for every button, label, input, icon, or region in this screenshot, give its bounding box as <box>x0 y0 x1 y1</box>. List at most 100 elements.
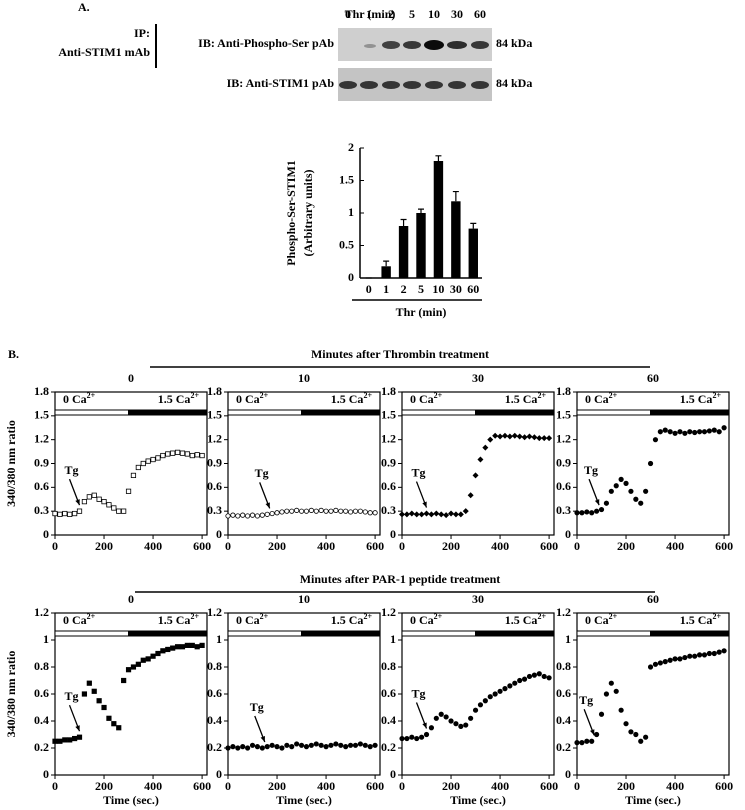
x-tick-label: 0 <box>52 779 58 793</box>
data-point <box>338 508 344 514</box>
phase-text: 0 Ca <box>585 613 609 627</box>
plot-frame <box>227 612 381 776</box>
data-point <box>413 511 420 518</box>
phase-text: 1.5 Ca <box>158 392 191 406</box>
data-point <box>121 508 127 514</box>
data-point <box>453 721 459 727</box>
y-tick-label: 0.6 <box>34 479 49 493</box>
data-point <box>130 664 137 670</box>
data-point <box>352 508 359 514</box>
y-tick-label: 1.5 <box>381 408 396 422</box>
phase-sup: 2+ <box>712 391 721 400</box>
phase-sup: 2+ <box>260 612 269 621</box>
data-point <box>647 664 654 670</box>
panel-title: 10 <box>298 592 310 606</box>
data-point <box>313 508 319 514</box>
y-tick-label: 0.2 <box>556 740 571 754</box>
x-tick-label: 0 <box>574 539 580 553</box>
data-point <box>579 510 585 516</box>
y-tick-label: 1.2 <box>34 605 49 619</box>
data-point <box>462 508 469 515</box>
data-point <box>623 480 629 486</box>
y-tick-label: 1.5 <box>339 172 354 186</box>
y-tick-label: 0.2 <box>34 740 49 754</box>
data-point <box>692 429 698 436</box>
x-tick-label: 10 <box>432 282 444 296</box>
panel-title: 60 <box>647 592 659 606</box>
phase-sup: 2+ <box>363 391 372 400</box>
tg-label: Tg <box>412 686 426 700</box>
data-point <box>667 657 673 663</box>
data-point <box>399 511 405 518</box>
data-point <box>189 642 195 649</box>
data-point <box>179 450 186 456</box>
data-point <box>357 741 363 747</box>
phase-bar <box>54 409 130 416</box>
data-point <box>692 653 698 659</box>
phase-sup: 2+ <box>609 391 618 400</box>
data-point <box>264 744 270 750</box>
tg-arrowhead <box>75 499 80 506</box>
data-point <box>170 450 176 456</box>
size-label: 84 kDa <box>496 76 532 90</box>
data-point <box>598 506 605 513</box>
phase-text: 1.5 Ca <box>158 613 191 627</box>
phase-sup: 2+ <box>434 391 443 400</box>
x-tick-label: 0 <box>574 779 580 793</box>
data-point <box>458 723 464 730</box>
x-tick-label: 1 <box>383 282 389 296</box>
data-point <box>284 508 290 514</box>
phase-sup: 2+ <box>434 612 443 621</box>
y-tick-label: 0.2 <box>207 740 222 754</box>
phase-text: 0 Ca <box>236 392 260 406</box>
phase-bar <box>227 630 303 637</box>
tg-label: Tg <box>579 693 593 707</box>
x-tick-label: 600 <box>366 539 384 553</box>
x-tick-label: 600 <box>366 779 384 793</box>
data-point <box>448 718 454 724</box>
phase-text: 1.5 Ca <box>680 613 713 627</box>
y-axis-label: Phospho-Ser-STIM1 <box>284 160 298 266</box>
data-point <box>652 437 659 443</box>
y-tick-label: 1.2 <box>381 431 396 445</box>
lane-label: 0 <box>345 7 351 21</box>
data-point <box>501 432 508 439</box>
y-tick-label: 0 <box>216 767 222 781</box>
data-point <box>343 744 349 750</box>
data-point <box>404 735 410 742</box>
data-point <box>531 672 537 678</box>
data-point <box>240 512 246 518</box>
phase-label: 1.5 Ca2+ <box>158 391 200 406</box>
panel-title: 30 <box>472 371 484 385</box>
y-tick-label: 1.8 <box>207 384 222 398</box>
data-point <box>269 510 275 517</box>
x-tick-label: 400 <box>144 779 162 793</box>
y-tick-label: 1.5 <box>34 408 49 422</box>
y-tick-label: 0.6 <box>556 479 571 493</box>
data-point <box>338 742 344 748</box>
data-point <box>613 483 619 489</box>
data-point <box>81 499 88 505</box>
data-point <box>643 488 649 494</box>
x-tick-label: 2 <box>401 282 407 296</box>
data-point <box>482 444 489 451</box>
y-tick-label: 2 <box>348 140 354 154</box>
error-bar <box>470 222 477 229</box>
phase-text: 0 Ca <box>410 392 434 406</box>
data-point <box>603 691 610 697</box>
x-tick-label: 0 <box>225 539 231 553</box>
y-tick-label: 1 <box>390 632 396 646</box>
data-point <box>701 652 708 658</box>
phase-label: 0 Ca2+ <box>585 612 618 627</box>
y-tick-label: 0.6 <box>207 686 222 700</box>
bar <box>398 226 409 278</box>
y-tick-label: 0.8 <box>34 659 49 673</box>
tg-arrowhead <box>75 725 80 732</box>
data-point <box>125 488 132 494</box>
panel-title: 60 <box>647 371 659 385</box>
x-tick-label: 30 <box>450 282 462 296</box>
data-point <box>721 425 727 431</box>
data-point <box>662 427 668 433</box>
data-point <box>125 667 132 673</box>
data-point <box>541 435 548 442</box>
